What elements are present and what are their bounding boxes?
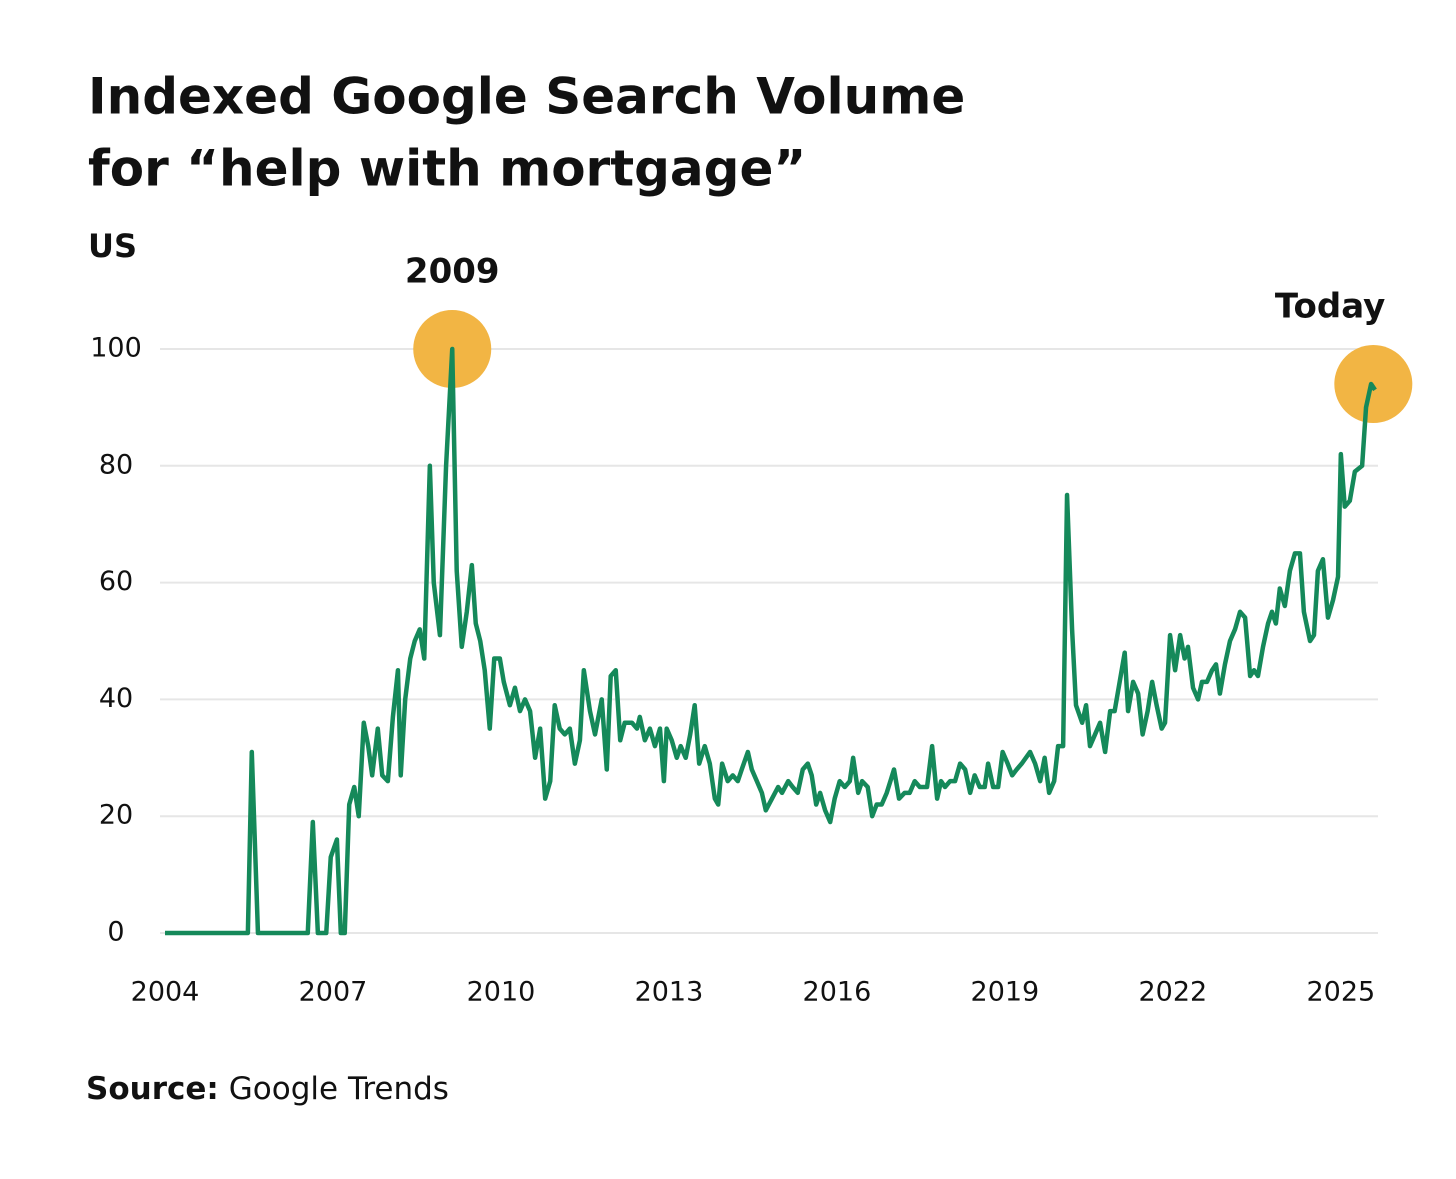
chart-subtitle: US — [88, 227, 137, 265]
annotation: 2009 — [405, 252, 500, 292]
chart-title-line: Indexed Google Search Volume — [88, 68, 965, 126]
x-tick-label: 2007 — [299, 977, 368, 1008]
x-tick-label: 2004 — [131, 977, 200, 1008]
y-tick-label: 20 — [99, 800, 133, 831]
annotation: Today — [1275, 287, 1385, 327]
y-tick-label: 40 — [99, 683, 133, 714]
y-tick-label: 100 — [90, 333, 142, 364]
y-tick-label: 0 — [107, 917, 124, 948]
source-text: Google Trends — [229, 1071, 449, 1107]
x-tick-label: 2016 — [803, 977, 872, 1008]
line — [165, 346, 1377, 936]
x-tick-label: 2013 — [635, 977, 704, 1008]
x-tick-label: 2010 — [467, 977, 536, 1008]
x-tick-label: 2022 — [1139, 977, 1208, 1008]
source: Source: Google Trends — [86, 1071, 449, 1107]
x-tick-label: 2025 — [1306, 977, 1375, 1008]
chart-title-line: for “help with mortgage” — [88, 140, 806, 198]
y-tick-label: 60 — [99, 566, 133, 597]
y-tick-label: 80 — [99, 449, 133, 480]
source-label: Source: — [86, 1071, 219, 1107]
x-tick-label: 2019 — [971, 977, 1040, 1008]
